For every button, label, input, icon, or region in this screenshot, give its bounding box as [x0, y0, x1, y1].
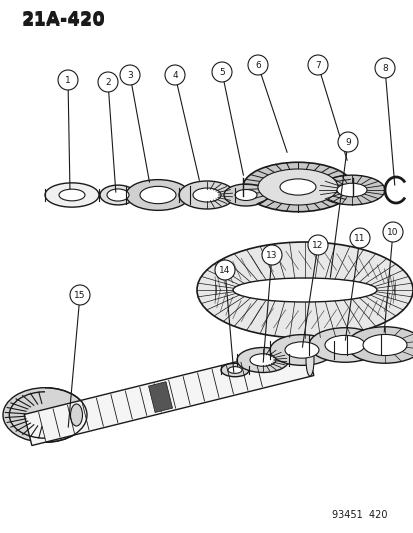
Circle shape: [165, 65, 185, 85]
Circle shape: [98, 72, 118, 92]
Text: 4: 4: [172, 70, 177, 79]
Ellipse shape: [257, 169, 337, 205]
Ellipse shape: [178, 181, 235, 209]
Ellipse shape: [236, 348, 288, 373]
Text: 21A-420: 21A-420: [22, 12, 106, 30]
Text: 15: 15: [74, 290, 85, 300]
Text: 11: 11: [354, 233, 365, 243]
Ellipse shape: [336, 183, 366, 197]
Ellipse shape: [192, 188, 221, 202]
Ellipse shape: [3, 387, 87, 442]
Ellipse shape: [126, 180, 190, 211]
Ellipse shape: [100, 185, 136, 205]
Ellipse shape: [242, 162, 352, 212]
Text: 13: 13: [266, 251, 277, 260]
Ellipse shape: [221, 364, 248, 377]
Ellipse shape: [346, 327, 413, 364]
Circle shape: [307, 55, 327, 75]
Ellipse shape: [59, 189, 85, 201]
Ellipse shape: [324, 335, 364, 354]
Text: 12: 12: [311, 240, 323, 249]
Circle shape: [211, 62, 231, 82]
Circle shape: [374, 58, 394, 78]
Text: 21A-420: 21A-420: [22, 10, 106, 28]
Ellipse shape: [197, 242, 412, 338]
Text: 2: 2: [105, 77, 111, 86]
Ellipse shape: [284, 342, 318, 358]
Ellipse shape: [269, 335, 333, 365]
Ellipse shape: [318, 175, 384, 205]
Ellipse shape: [228, 367, 242, 373]
Text: 7: 7: [314, 61, 320, 69]
Ellipse shape: [235, 190, 256, 200]
Ellipse shape: [249, 354, 275, 366]
Circle shape: [349, 228, 369, 248]
Text: 93451  420: 93451 420: [332, 510, 387, 520]
Circle shape: [70, 285, 90, 305]
Text: 3: 3: [127, 70, 133, 79]
Ellipse shape: [362, 334, 406, 356]
Text: 6: 6: [254, 61, 260, 69]
Circle shape: [120, 65, 140, 85]
Text: 10: 10: [386, 228, 398, 237]
Text: 14: 14: [219, 265, 230, 274]
Circle shape: [214, 260, 235, 280]
Ellipse shape: [45, 183, 99, 207]
Circle shape: [247, 55, 267, 75]
Ellipse shape: [305, 344, 313, 376]
Text: 8: 8: [381, 63, 387, 72]
Text: 9: 9: [344, 138, 350, 147]
Circle shape: [337, 132, 357, 152]
Ellipse shape: [223, 184, 267, 206]
Circle shape: [58, 70, 78, 90]
Circle shape: [307, 235, 327, 255]
Ellipse shape: [70, 404, 82, 426]
Ellipse shape: [140, 187, 176, 204]
Ellipse shape: [279, 179, 315, 195]
Circle shape: [382, 222, 402, 242]
Circle shape: [261, 245, 281, 265]
Ellipse shape: [233, 278, 376, 302]
Ellipse shape: [107, 189, 129, 201]
Polygon shape: [148, 382, 172, 413]
Polygon shape: [24, 344, 313, 446]
Ellipse shape: [308, 328, 380, 362]
Text: 5: 5: [218, 68, 224, 77]
Text: 1: 1: [65, 76, 71, 85]
